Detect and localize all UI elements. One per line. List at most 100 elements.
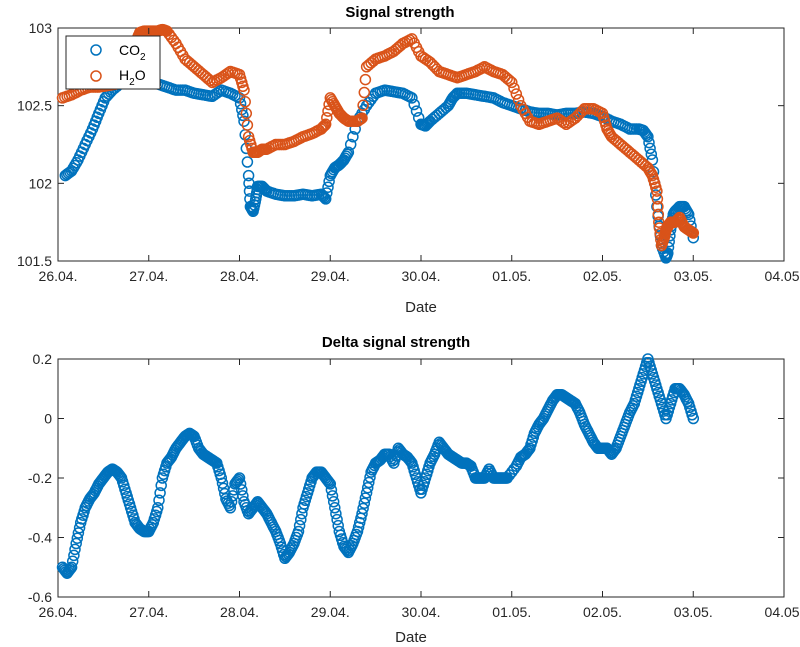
data-point — [347, 130, 359, 143]
data-point — [113, 469, 126, 481]
data-point — [242, 169, 255, 182]
data-point — [408, 98, 420, 111]
data-point — [363, 476, 375, 489]
data-point — [359, 73, 372, 86]
data-point — [403, 454, 416, 466]
data-point — [670, 215, 682, 227]
data-point — [71, 532, 84, 544]
data-point — [64, 562, 77, 575]
data-point — [687, 412, 700, 425]
data-point — [356, 112, 368, 124]
y-tick-label: 102.5 — [17, 98, 52, 114]
data-point — [644, 142, 656, 155]
data-point — [645, 148, 658, 160]
data-point — [153, 494, 165, 507]
x-tick-label: 26.04. — [39, 268, 78, 284]
legend-marker-co2 — [90, 44, 102, 56]
data-point — [65, 561, 78, 574]
data-point — [321, 187, 333, 199]
data-point — [319, 118, 332, 131]
x-tick-label: 28.04. — [220, 268, 259, 284]
data-point — [225, 496, 238, 508]
data-point — [406, 92, 418, 104]
data-point — [213, 85, 225, 98]
signal-strength-chart: Signal strength 26.04. 27.04. 28.04. 29.04.… — [17, 4, 800, 316]
x-tick-label: 26.04. — [39, 604, 78, 620]
data-point — [70, 537, 82, 550]
data-point — [360, 487, 373, 499]
data-point — [358, 86, 371, 99]
x-tick-label: 29.04. — [311, 268, 350, 284]
data-point — [68, 549, 80, 562]
x-tick-label: 29.04. — [311, 604, 350, 620]
data-point — [357, 99, 369, 112]
data-point — [652, 208, 665, 221]
data-point — [342, 146, 355, 159]
data-point — [241, 119, 254, 131]
data-point — [72, 527, 85, 539]
data-point — [317, 190, 330, 203]
data-point — [640, 129, 653, 141]
data-point — [331, 513, 343, 526]
data-point — [651, 193, 664, 205]
x-tick-label: 03.05. — [674, 604, 713, 620]
x-tick-label: 04.05. — [765, 268, 800, 284]
y-tick-label: 0.2 — [33, 351, 53, 367]
x-tick-label: 30.04. — [402, 604, 441, 620]
data-point — [326, 490, 339, 502]
data-marks — [56, 23, 700, 264]
data-point — [410, 105, 423, 117]
x-tick-label: 03.05. — [674, 268, 713, 284]
data-point — [323, 476, 335, 489]
data-point — [510, 88, 523, 100]
data-point — [295, 513, 307, 526]
data-point — [238, 84, 250, 96]
x-axis-label: Date — [405, 299, 437, 316]
legend-box — [65, 35, 161, 90]
y-tick-label: 102 — [29, 175, 53, 191]
data-point — [651, 185, 663, 197]
x-tick-label: 04.05. — [765, 604, 800, 620]
data-point — [508, 82, 520, 94]
data-point — [239, 96, 251, 108]
data-point — [215, 472, 228, 484]
data-marks — [56, 353, 700, 579]
data-point — [224, 502, 237, 514]
data-point — [238, 115, 250, 127]
data-point — [234, 478, 247, 490]
legend-marker-h2o — [90, 70, 102, 82]
legend-label-co2: CO2 — [119, 42, 146, 63]
data-point — [687, 227, 700, 239]
delta-signal-strength-chart: Delta signal strength 26.04. 27.04. 28.04.… — [28, 334, 800, 646]
x-axis-label: Date — [395, 629, 427, 646]
data-point — [241, 156, 254, 168]
x-tick-label: 28.04. — [220, 604, 259, 620]
data-point — [216, 477, 229, 489]
y-tick-label: -0.4 — [28, 530, 52, 546]
data-point — [233, 472, 246, 484]
data-point — [231, 475, 243, 487]
data-point — [66, 555, 79, 568]
data-point — [364, 471, 376, 484]
data-point — [292, 525, 305, 538]
x-tick-label: 01.05. — [492, 268, 531, 284]
x-tick-label: 02.05. — [583, 604, 622, 620]
data-point — [356, 507, 368, 520]
data-point — [154, 487, 166, 499]
data-point — [358, 497, 371, 510]
y-tick-label: -0.6 — [28, 589, 52, 605]
data-point — [642, 130, 654, 143]
data-point — [643, 136, 655, 149]
y-tick-label: 101.5 — [17, 253, 52, 269]
data-point — [318, 119, 331, 132]
data-point — [344, 138, 357, 151]
legend-label-h2o: H2O — [119, 67, 146, 88]
data-point — [652, 200, 664, 213]
data-point — [361, 481, 374, 494]
data-point — [662, 247, 674, 259]
data-point — [319, 193, 332, 205]
data-point — [325, 484, 338, 496]
x-tick-label: 30.04. — [402, 268, 441, 284]
data-point — [653, 216, 665, 228]
